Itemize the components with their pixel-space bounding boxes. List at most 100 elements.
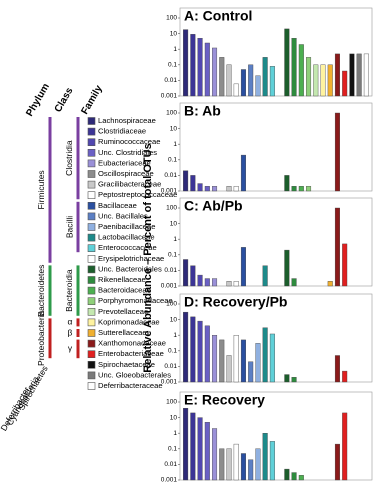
bar bbox=[212, 335, 218, 383]
legend-swatch bbox=[87, 202, 96, 210]
bar bbox=[190, 175, 196, 192]
legend-swatch bbox=[87, 265, 96, 274]
bar bbox=[197, 183, 203, 192]
y-tick-label: 0.1 bbox=[168, 62, 177, 69]
bar bbox=[306, 186, 312, 192]
y-tick-label: 10 bbox=[170, 414, 178, 421]
legend-label: Enterococcaceae bbox=[98, 243, 157, 252]
class-label: γ bbox=[68, 343, 73, 353]
bar bbox=[363, 53, 369, 97]
legend-swatch bbox=[87, 244, 96, 252]
phylum-label: Bacteroidetes bbox=[36, 265, 46, 317]
legend-label: Sutterellaceae bbox=[98, 328, 147, 337]
legend-label: Peptostreptococcaceae bbox=[98, 190, 177, 199]
legend-swatch bbox=[87, 212, 96, 221]
bar bbox=[204, 422, 210, 481]
legend-swatch bbox=[87, 339, 96, 348]
bar bbox=[262, 265, 268, 287]
bar bbox=[255, 343, 261, 383]
class-label: Bacteroidia bbox=[64, 269, 74, 312]
bar bbox=[291, 278, 297, 287]
legend-swatch bbox=[87, 329, 96, 337]
bar bbox=[190, 316, 196, 383]
legend-swatch bbox=[87, 127, 96, 136]
legend-swatch bbox=[87, 180, 96, 189]
bar bbox=[226, 64, 232, 97]
bar bbox=[342, 70, 348, 97]
legend-swatch bbox=[87, 276, 96, 284]
legend-swatch bbox=[87, 360, 96, 369]
y-tick-label: 10 bbox=[170, 220, 178, 227]
bar bbox=[190, 265, 196, 287]
legend-label: Deferribacteraceae bbox=[98, 381, 163, 390]
bar bbox=[327, 281, 333, 287]
bar bbox=[190, 412, 196, 481]
legend-label: Clostridiaceae bbox=[98, 127, 146, 136]
legend-swatch bbox=[87, 149, 96, 157]
bar bbox=[334, 355, 340, 383]
y-tick-label: 1 bbox=[173, 141, 177, 148]
bar bbox=[219, 448, 225, 481]
bar bbox=[327, 64, 333, 97]
plot-frame bbox=[179, 102, 373, 192]
bar bbox=[212, 47, 218, 97]
bar bbox=[183, 170, 189, 192]
bar bbox=[204, 186, 210, 192]
bar bbox=[197, 417, 203, 481]
legend-swatch bbox=[87, 382, 96, 390]
bar bbox=[342, 243, 348, 287]
bar bbox=[334, 443, 340, 481]
y-tick-label: 0.1 bbox=[168, 348, 177, 355]
bar bbox=[183, 408, 189, 481]
bar bbox=[291, 377, 297, 383]
bar bbox=[233, 186, 239, 192]
class-label: Bacilli bbox=[64, 216, 74, 238]
bar bbox=[291, 186, 297, 192]
legend-label: Unc. Gloeobacterales bbox=[98, 370, 171, 379]
y-tick-label: 1 bbox=[173, 430, 177, 437]
bar bbox=[291, 472, 297, 481]
panel-title: C: Ab/Pb bbox=[184, 198, 243, 214]
legend-label: Bacillaceae bbox=[98, 201, 137, 210]
legend-label: Spirochaetaceae bbox=[98, 360, 155, 369]
bar bbox=[349, 53, 355, 97]
class-label: α bbox=[68, 317, 73, 327]
bar bbox=[197, 320, 203, 383]
legend-swatch bbox=[87, 297, 96, 306]
bar bbox=[284, 374, 290, 383]
legend-swatch bbox=[87, 286, 96, 295]
bar bbox=[306, 57, 312, 97]
bar bbox=[204, 325, 210, 383]
legend-label: Lachnospiraceae bbox=[98, 116, 156, 125]
bar bbox=[356, 53, 362, 97]
y-tick-label: 0.01 bbox=[164, 77, 177, 84]
y-tick-label: 0.001 bbox=[161, 93, 178, 100]
y-tick-label: 0.001 bbox=[161, 379, 178, 386]
legend-label: Unc. Clostridiales bbox=[98, 148, 157, 157]
legend-label: Prevotellaceae bbox=[98, 307, 148, 316]
bar bbox=[219, 339, 225, 383]
bar bbox=[298, 186, 304, 192]
y-tick-label: 0.01 bbox=[164, 363, 177, 370]
bar bbox=[219, 57, 225, 97]
y-tick-label: 10 bbox=[170, 30, 178, 37]
legend-label: Eubacteriaceae bbox=[98, 158, 151, 167]
bar bbox=[233, 335, 239, 383]
y-tick-label: 1 bbox=[173, 236, 177, 243]
legend-swatch bbox=[87, 255, 96, 263]
legend-label: Unc. Bacteroidales bbox=[98, 264, 162, 273]
plot-frame bbox=[179, 293, 373, 383]
legend-label: Lactobacillaceae bbox=[98, 233, 155, 242]
bar bbox=[233, 83, 239, 97]
legend-label: Gracilibacteraceae bbox=[98, 180, 161, 189]
bar bbox=[284, 249, 290, 287]
phylum-label: Proteobacteria bbox=[36, 310, 46, 366]
bar bbox=[197, 274, 203, 287]
bar bbox=[190, 34, 196, 97]
plot-frame bbox=[179, 197, 373, 287]
bar bbox=[212, 278, 218, 287]
class-label: Clostridia bbox=[64, 140, 74, 176]
bar bbox=[204, 42, 210, 97]
bar bbox=[262, 433, 268, 481]
